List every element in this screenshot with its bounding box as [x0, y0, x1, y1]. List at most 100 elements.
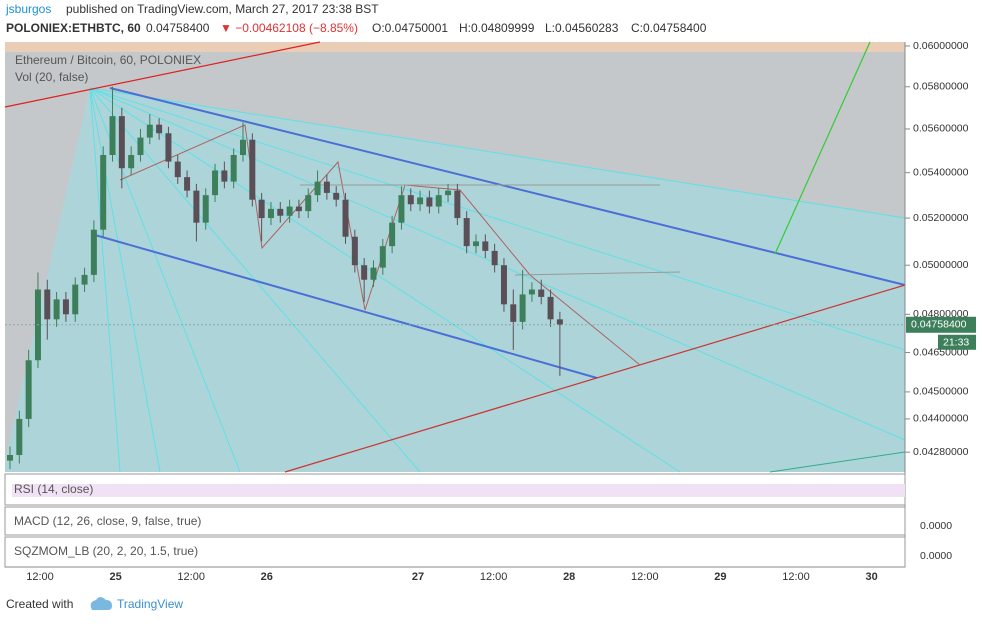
x-tick-label: 12:00: [782, 571, 810, 583]
candle-body: [454, 190, 461, 219]
candle-body: [342, 199, 349, 237]
x-tick-label: 27: [412, 571, 424, 583]
candle-body: [528, 289, 535, 295]
x-tick-label: 30: [865, 571, 877, 583]
chart-subtitle: Vol (20, false): [15, 70, 88, 84]
candle-body: [53, 299, 60, 320]
y-tick-label: 0.05400000: [913, 166, 969, 178]
candle-body: [491, 250, 498, 266]
candle-body: [184, 177, 191, 191]
x-tick-label: 12:00: [631, 571, 659, 583]
candle-body: [277, 208, 284, 216]
candle-body: [165, 133, 172, 162]
candle-body: [379, 246, 386, 268]
countdown: 21:33: [943, 337, 969, 349]
candle-body: [473, 241, 479, 247]
candle-body: [295, 206, 302, 212]
close: C:0.04758400: [631, 21, 707, 35]
y-tick-label: 0.05200000: [913, 212, 969, 224]
candle-body: [547, 296, 554, 320]
red-trend: [4, 41, 321, 108]
panel-label: RSI (14, close): [14, 482, 93, 496]
x-tick-label: 12:00: [480, 571, 508, 583]
candle-body: [445, 190, 452, 196]
y-tick-label: 0.04400000: [913, 413, 969, 425]
candle-body: [230, 155, 237, 182]
author[interactable]: jsburgos: [5, 2, 51, 16]
candle-body: [174, 161, 181, 178]
candle-body: [90, 229, 97, 275]
brand-logo: [90, 597, 112, 610]
candle-body: [286, 206, 293, 216]
candle-body: [240, 139, 246, 156]
candle-body: [323, 181, 330, 193]
candle-body: [463, 218, 470, 247]
candle-body: [193, 190, 200, 223]
x-tick-label: 28: [563, 571, 575, 583]
candle-body: [212, 170, 219, 196]
y-tick-label: 0.06000000: [913, 40, 969, 52]
x-tick-label: 25: [109, 571, 121, 583]
brand[interactable]: TradingView: [117, 597, 183, 611]
candle-body: [137, 137, 144, 156]
red-trend: [284, 284, 906, 473]
created-with: Created with: [6, 597, 73, 611]
candle-body: [538, 289, 545, 297]
x-tick-label: 12:00: [177, 571, 205, 583]
symbol: POLONIEX:ETHBTC, 60: [6, 21, 141, 35]
candle-body: [221, 170, 228, 182]
candle-body: [81, 274, 88, 285]
channel-top: [109, 87, 906, 286]
y-tick-label: 0.05600000: [913, 123, 969, 135]
candle-body: [519, 294, 526, 322]
x-tick-label: 12:00: [26, 571, 54, 583]
y-tick-label: 0.04280000: [913, 446, 969, 458]
candle-body: [370, 267, 377, 280]
y-tick-label: 0.05800000: [913, 81, 969, 93]
green-trend: [769, 451, 906, 473]
last-price-label: 0.04758400: [911, 319, 967, 331]
x-tick-label: 26: [261, 571, 273, 583]
rsi-band: [12, 484, 905, 497]
countdown-tag: [938, 334, 976, 350]
level: [514, 271, 681, 276]
candle-body: [156, 124, 163, 134]
open: O:0.04750001: [372, 21, 448, 35]
candle-body: [500, 265, 507, 305]
panel-axis-label: 0.0000: [920, 550, 952, 562]
low: L:0.04560283: [545, 21, 619, 35]
last-price-tag: [906, 316, 976, 333]
candle-body: [417, 197, 424, 205]
candle-body: [25, 360, 32, 419]
panel-label: SQZMOM_LB (20, 2, 20, 1.5, true): [14, 544, 198, 558]
panel-label: MACD (12, 26, close, 9, false, true): [14, 514, 201, 528]
candle-body: [426, 197, 433, 207]
last: 0.04758400: [146, 21, 210, 35]
candle-body: [389, 222, 396, 247]
candle-body: [435, 195, 442, 207]
candle-body: [146, 124, 153, 138]
sqz-panel: [4, 536, 906, 568]
y-tick-label: 0.04500000: [913, 386, 969, 398]
candle-body: [482, 241, 489, 251]
candle-body: [398, 195, 405, 223]
high: H:0.04809999: [459, 21, 535, 35]
candle-body: [407, 195, 414, 205]
channel-bottom: [94, 234, 598, 379]
candle-body: [100, 155, 107, 230]
change: ▼ −0.00462108 (−8.85%): [220, 21, 358, 35]
candle-body: [44, 289, 51, 320]
candle-body: [361, 265, 368, 280]
top-band: [5, 42, 905, 52]
candle-body: [510, 304, 517, 322]
green-trend: [774, 41, 871, 255]
candle-body: [556, 319, 563, 325]
published: published on TradingView.com, March 27, …: [66, 2, 379, 16]
candle-body: [267, 208, 274, 219]
candle-body: [16, 418, 23, 455]
candle-body: [258, 199, 265, 219]
candle-body: [62, 299, 69, 315]
candle-body: [314, 181, 321, 196]
candle-body: [109, 116, 116, 156]
